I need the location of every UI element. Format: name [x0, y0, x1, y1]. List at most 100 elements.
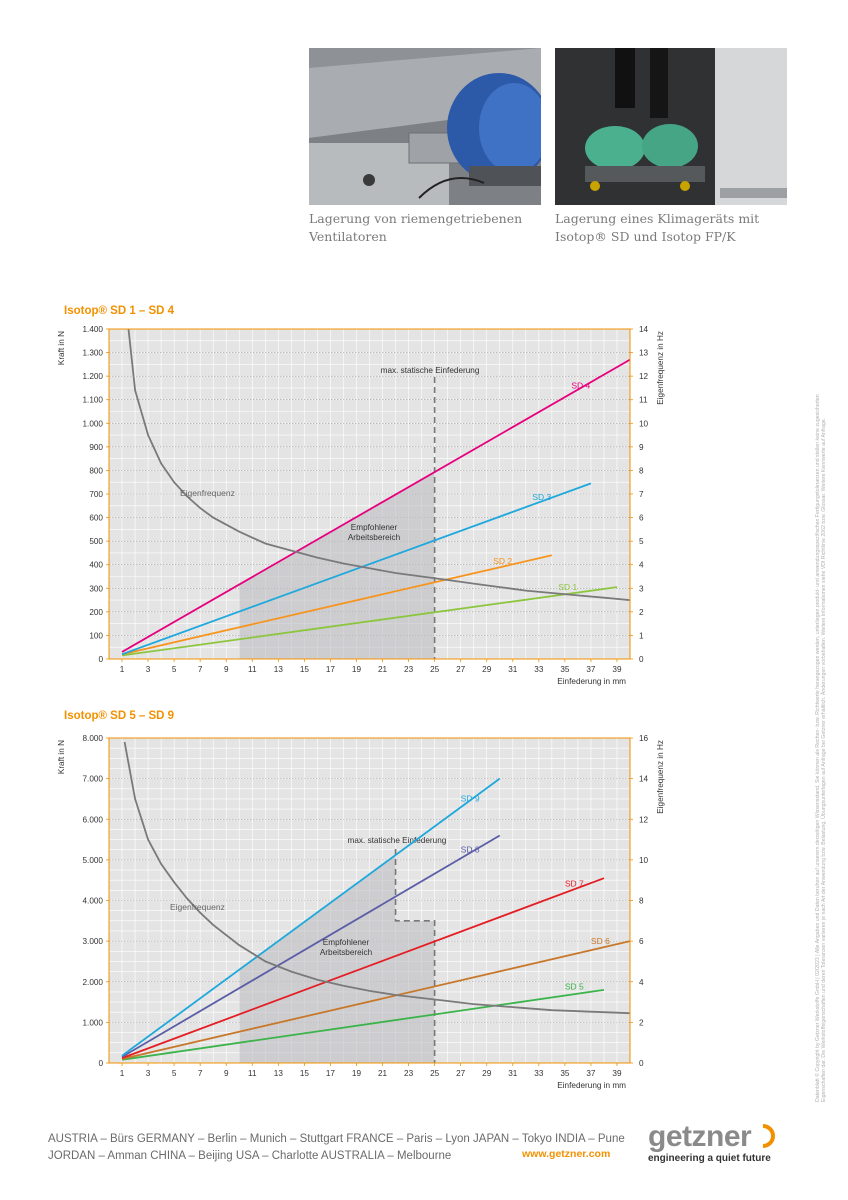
working-area-label: Empfohlener — [351, 523, 398, 532]
y-tick-label-left: 2.000 — [83, 978, 104, 987]
x-tick-label: 21 — [378, 665, 388, 674]
y-tick-label-right: 8 — [639, 897, 644, 906]
chart-sd5-sd9: max. statische Einfederung SD 5 SD 6 SD 7 SD… — [57, 734, 665, 1090]
x-tick-label: 29 — [482, 1069, 492, 1078]
x-tick-label: 33 — [534, 665, 544, 674]
footer-website-link[interactable]: www.getzner.com — [522, 1148, 611, 1160]
y-tick-label-left: 300 — [89, 584, 103, 593]
footer-locations: AUSTRIA – Bürs GERMANY – Berlin – Munich… — [48, 1131, 625, 1165]
x-tick-label: 11 — [248, 1069, 257, 1078]
logo-tagline: engineering a quiet future — [648, 1153, 771, 1164]
logo-wordmark: getzner — [648, 1120, 752, 1153]
x-tick-label: 3 — [146, 1069, 151, 1078]
legal-side-note: Datenblatt © Copyright by Getzner Werkst… — [815, 382, 827, 1102]
y-tick-label-right: 3 — [639, 584, 644, 593]
y-tick-label-right: 12 — [639, 372, 649, 381]
caption-line: Ventilatoren — [309, 229, 387, 244]
working-area-label: Arbeitsbereich — [348, 533, 401, 542]
y-tick-label-left: 1.400 — [83, 325, 104, 334]
photo-caption-1: Lagerung von riemengetriebenen Ventilato… — [309, 210, 549, 246]
frequency-curve-label: Eigenfrequenz — [180, 488, 235, 498]
frequency-curve — [123, 741, 631, 1015]
series-label: SD 7 — [565, 879, 584, 889]
x-tick-label: 37 — [586, 1069, 596, 1078]
x-tick-label: 7 — [198, 1069, 203, 1078]
x-tick-label: 19 — [352, 1069, 362, 1078]
caption-line: Lagerung von riemengetriebenen — [309, 211, 523, 226]
y-tick-label-left: 7.000 — [83, 775, 104, 784]
max-deflection-label: max. statische Einfederung — [348, 836, 447, 845]
y-tick-label-left: 500 — [89, 537, 103, 546]
x-tick-label: 23 — [404, 1069, 414, 1078]
y-tick-label-left: 1.000 — [83, 1018, 104, 1027]
working-area-label: Arbeitsbereich — [320, 948, 373, 957]
y-tick-label-right: 7 — [639, 490, 644, 499]
frequency-curve-label: Eigenfrequenz — [170, 902, 225, 912]
x-tick-label: 11 — [248, 665, 257, 674]
x-tick-label: 17 — [326, 1069, 336, 1078]
x-tick-label: 17 — [326, 665, 336, 674]
y-tick-label-right: 4 — [639, 561, 644, 570]
x-axis-label: Einfederung in mm — [557, 677, 626, 686]
x-tick-label: 27 — [456, 1069, 466, 1078]
working-area — [239, 855, 435, 1063]
x-tick-label: 35 — [560, 1069, 570, 1078]
x-tick-label: 19 — [352, 665, 362, 674]
y-tick-label-left: 5.000 — [83, 856, 104, 865]
y-tick-label-right: 10 — [639, 856, 649, 865]
series-line-sd3 — [121, 482, 592, 656]
x-tick-label: 7 — [198, 665, 203, 674]
x-tick-label: 29 — [482, 665, 492, 674]
y-tick-label-right: 10 — [639, 419, 649, 428]
series-line-sd4 — [121, 358, 631, 653]
y-tick-label-right: 8 — [639, 466, 644, 475]
y-tick-label-right: 11 — [639, 396, 648, 405]
y-tick-label-right: 9 — [639, 443, 644, 452]
logo-arc-icon — [762, 1124, 775, 1148]
y-tick-label-right: 12 — [639, 815, 649, 824]
footer-line-2: JORDAN – Amman CHINA – Beijing USA – Cha… — [48, 1150, 452, 1162]
y-tick-label-right: 6 — [639, 937, 644, 946]
photo-fan-mount — [309, 48, 541, 205]
series-line-sd5 — [121, 988, 605, 1061]
y-tick-label-right: 0 — [639, 655, 644, 664]
x-tick-label: 1 — [120, 665, 125, 674]
getzner-logo: getzner engineering a quiet future — [648, 1120, 788, 1168]
y-tick-label-left: 1.000 — [83, 419, 104, 428]
x-tick-label: 39 — [612, 665, 622, 674]
y-tick-label-left: 600 — [89, 514, 103, 523]
caption-line: Lagerung eines Klimageräts mit — [555, 211, 760, 226]
photo-caption-2: Lagerung eines Klimageräts mit Isotop® S… — [555, 210, 795, 246]
frequency-curve — [127, 328, 631, 601]
chart-title-sd5-sd9: Isotop® SD 5 – SD 9 — [64, 710, 175, 722]
y-tick-label-left: 100 — [89, 631, 103, 640]
x-tick-label: 15 — [300, 1069, 310, 1078]
x-tick-label: 13 — [274, 1069, 284, 1078]
y-tick-label-left: 1.300 — [83, 349, 104, 358]
y-tick-label-left: 1.200 — [83, 372, 104, 381]
series-label: SD 5 — [565, 982, 584, 992]
y-tick-label-right: 16 — [639, 734, 649, 743]
y-tick-label-right: 4 — [639, 978, 644, 987]
x-tick-label: 15 — [300, 665, 310, 674]
y-tick-label-right: 13 — [639, 349, 649, 358]
x-tick-label: 31 — [508, 665, 518, 674]
y-axis-label-left: Kraft in N — [57, 331, 66, 365]
x-tick-label: 21 — [378, 1069, 388, 1078]
x-tick-label: 27 — [456, 665, 466, 674]
x-tick-label: 3 — [146, 665, 151, 674]
max-deflection-label: max. statische Einfederung — [381, 366, 480, 375]
x-tick-label: 25 — [430, 1069, 440, 1078]
chart-sd1-sd4: max. statische Einfederung SD 1 SD 2 SD 3 SD… — [57, 325, 665, 686]
series-line-sd2 — [121, 554, 553, 656]
y-tick-label-left: 1.100 — [83, 396, 104, 405]
max-deflection-line — [394, 849, 436, 1063]
y-tick-label-right: 0 — [639, 1059, 644, 1068]
y-tick-label-right: 1 — [639, 631, 644, 640]
working-area-label: Empfohlener — [323, 938, 370, 947]
legal-side-note-text: Datenblatt © Copyright by Getzner Werkst… — [815, 394, 828, 1102]
x-tick-label: 35 — [560, 665, 570, 674]
y-tick-label-left: 0 — [98, 1059, 103, 1068]
footer-line-1: AUSTRIA – Bürs GERMANY – Berlin – Munich… — [48, 1133, 625, 1145]
series-label: SD 6 — [591, 936, 610, 946]
